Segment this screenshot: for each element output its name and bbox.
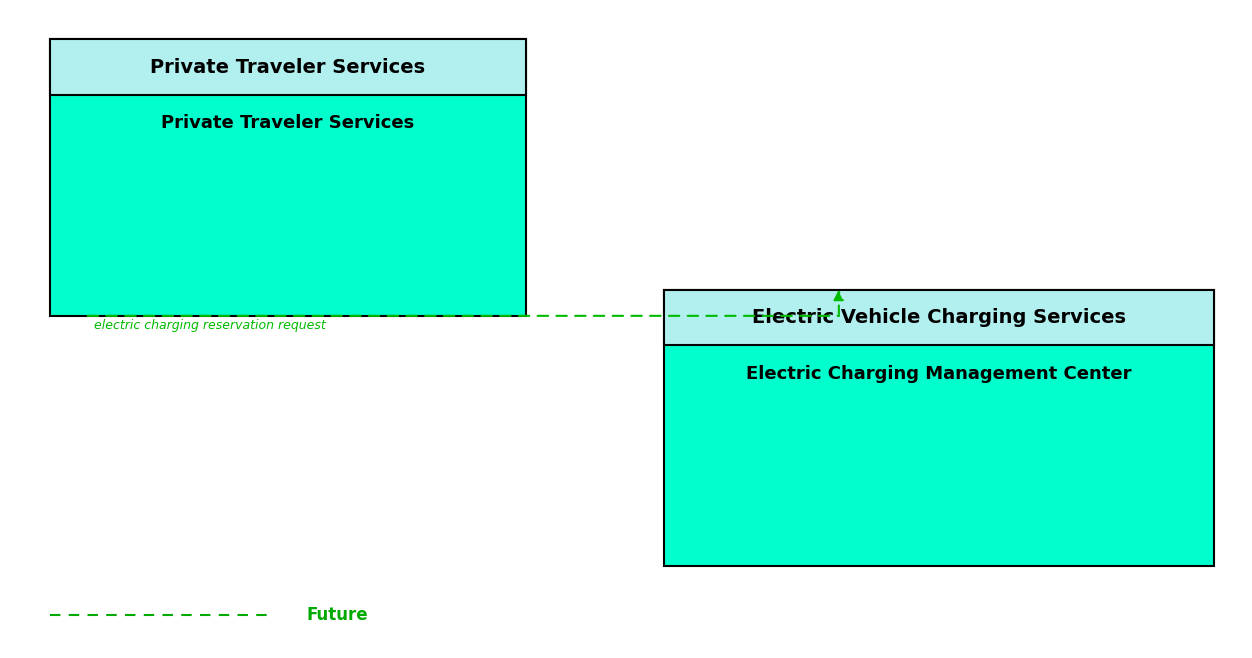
Text: Private Traveler Services: Private Traveler Services	[150, 58, 426, 76]
Text: Future: Future	[307, 606, 368, 624]
Bar	[664, 290, 1214, 566]
Text: Electric Charging Management Center: Electric Charging Management Center	[746, 365, 1132, 382]
Bar	[664, 290, 1214, 345]
Bar	[50, 39, 526, 316]
Text: Private Traveler Services: Private Traveler Services	[162, 114, 414, 132]
Text: Electric Vehicle Charging Services: Electric Vehicle Charging Services	[752, 308, 1126, 326]
Text: electric charging reservation request: electric charging reservation request	[94, 319, 326, 332]
Bar	[50, 39, 526, 95]
